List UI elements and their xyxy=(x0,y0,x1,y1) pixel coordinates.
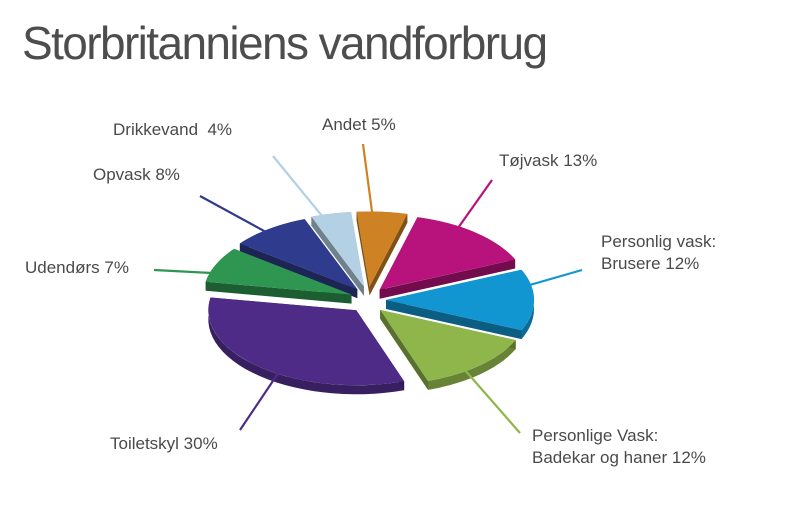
pie-slice-toiletskyl-side xyxy=(208,297,405,395)
pie-slice-personlige-vask-badekar-og-haner-leader-line xyxy=(441,343,521,434)
pie-slice-udendørs xyxy=(205,248,352,304)
pie-slice-tøjvask-label: Tøjvask 13% xyxy=(499,151,598,170)
pie-slice-drikkevand-leader-line xyxy=(272,155,345,244)
pie-slice-personlige-vask-badekar-og-haner-label-line: Badekar og haner 12% xyxy=(532,448,706,467)
pie-slice-personlig-vask-brusere-edge-1 xyxy=(386,299,522,340)
pie-slice-toiletskyl-top xyxy=(208,297,405,386)
pie-slice-andet-leader-line xyxy=(361,143,378,246)
pie-slice-udendørs-edge-0 xyxy=(205,281,352,304)
pie-slice-opvask-edge-0 xyxy=(239,243,358,299)
pie-slice-toiletskyl xyxy=(208,297,405,395)
pie-slice-personlige-vask-badekar-og-haner xyxy=(380,309,516,390)
pie-slice-personlig-vask-brusere-label: Personlig vask: Brusere 12% xyxy=(601,231,716,275)
pie-slice-opvask-top xyxy=(239,219,358,290)
pie-slice-personlige-vask-badekar-og-haner-edge-1 xyxy=(380,309,428,390)
pie-slice-personlig-vask-brusere-label-line: Personlig vask: xyxy=(601,232,717,251)
pie-slice-opvask-leader-line xyxy=(199,195,304,253)
pie-slice-tøjvask-leader-line xyxy=(438,179,493,256)
pie-slice-personlig-vask-brusere-leader-line xyxy=(477,268,583,301)
pie-slice-personlig-vask-brusere-top xyxy=(386,269,534,331)
pie-slice-personlige-vask-badekar-og-haner-top xyxy=(380,309,516,381)
pie-slice-toiletskyl-label: Toiletskyl 30% xyxy=(110,434,218,453)
pie-slice-opvask-label: Opvask 8% xyxy=(93,165,180,184)
pie-slice-personlige-vask-badekar-og-haner-label-line: Personlige Vask: xyxy=(532,426,659,445)
pie-slice-personlig-vask-brusere-label-line: Brusere 12% xyxy=(601,254,700,273)
pie-slice-andet-edge-1 xyxy=(369,214,408,296)
pie-slice-udendørs-leader-line xyxy=(153,268,268,277)
pie-slice-drikkevand-edge-0 xyxy=(311,216,364,296)
pie-slice-andet xyxy=(356,211,408,296)
pie-slice-udendørs-top xyxy=(205,248,352,295)
chart-title: Storbritanniens vandforbrug xyxy=(22,17,548,69)
pie-slice-andet-top xyxy=(356,211,408,287)
pie-slice-drikkevand-label: Drikkevand 4% xyxy=(113,120,233,139)
pie-slice-tøjvask-edge-1 xyxy=(379,259,516,299)
pie-slice-tøjvask-top xyxy=(379,217,516,290)
pie-slice-tøjvask xyxy=(379,217,516,299)
pie-slice-udendørs-label: Udendørs 7% xyxy=(25,258,129,277)
pie-slice-andet-edge-0 xyxy=(356,211,370,296)
pie-slice-personlige-vask-badekar-og-haner-label: Personlige Vask: Badekar og haner 12% xyxy=(532,425,706,469)
pie-slice-personlige-vask-badekar-og-haner-side xyxy=(428,340,516,390)
pie-slice-toiletskyl-leader-line xyxy=(239,344,298,431)
pie-slice-personlig-vask-brusere xyxy=(386,269,534,340)
pie-slice-andet-label: Andet 5% xyxy=(322,115,396,134)
pie-slice-drikkevand-top xyxy=(311,212,364,287)
